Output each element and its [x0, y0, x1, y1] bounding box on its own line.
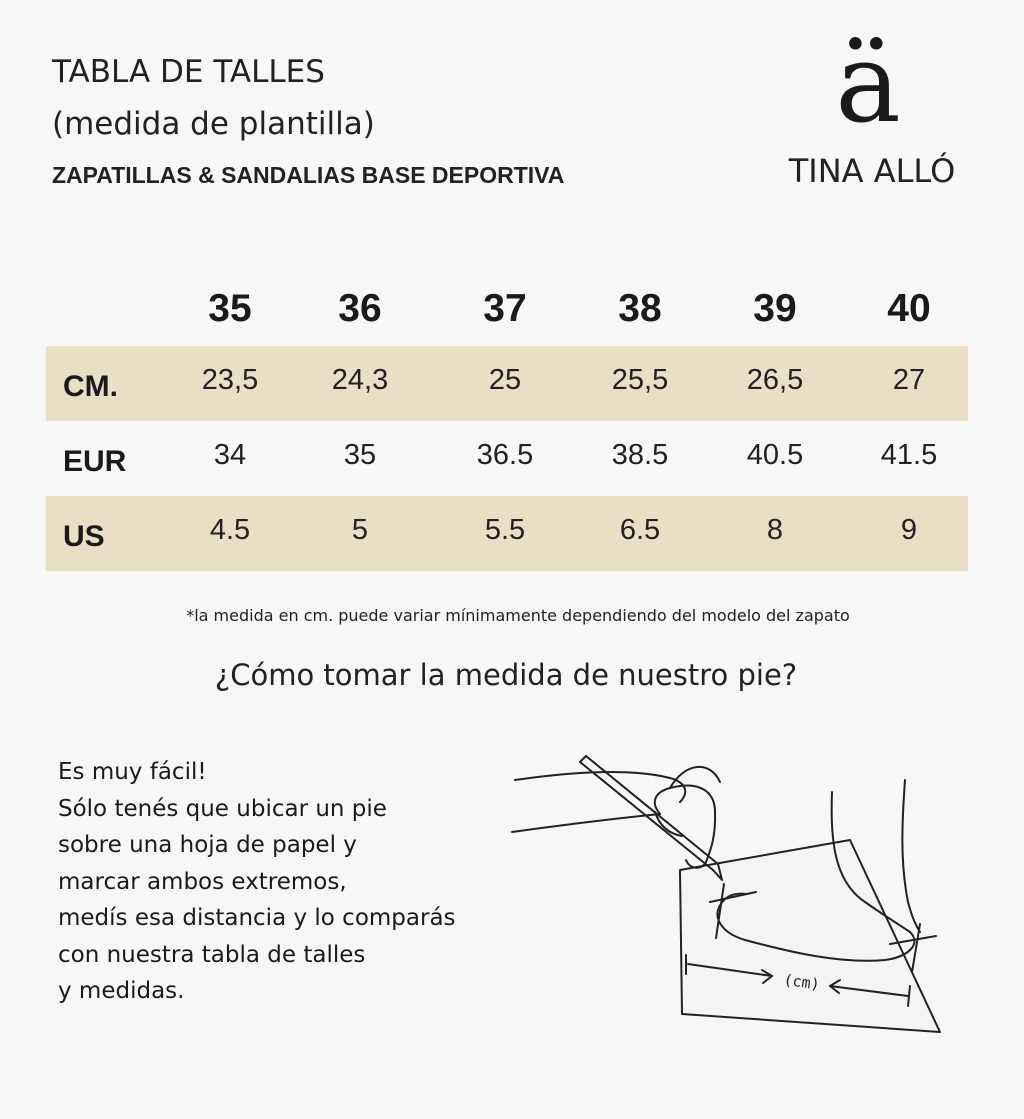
title-line-1: TABLA DE TALLES: [52, 54, 325, 90]
table-cell: 6.5: [619, 514, 661, 546]
table-row-eur: EUR 34 35 36.5 38.5 40.5 41.5: [46, 421, 968, 496]
paper-sheet-icon: [679, 839, 941, 1033]
size-header-cell: 39: [753, 287, 797, 330]
row-label: US: [63, 519, 105, 553]
table-cell: 25: [488, 364, 522, 396]
instruction-line: sobre una hoja de papel y: [58, 832, 357, 858]
table-cell: 24,3: [331, 364, 389, 396]
footnote: *la medida en cm. puede variar mínimamen…: [186, 606, 850, 625]
table-cell: 27: [892, 364, 926, 396]
table-cell: 41.5: [880, 439, 938, 471]
subtitle: ZAPATILLAS & SANDALIAS BASE DEPORTIVA: [52, 162, 565, 188]
logo-glyph: ä: [835, 19, 901, 147]
table-cell: 23,5: [201, 364, 259, 396]
size-header-cell: 36: [338, 287, 382, 330]
table-row-us: US 4.5 5 5.5 6.5 8 9: [46, 496, 968, 571]
table-cell: 8: [766, 514, 784, 546]
pencil-icon: [579, 761, 714, 871]
instruction-line: medís esa distancia y lo comparás: [58, 905, 456, 931]
table-cell: 5.5: [484, 514, 526, 546]
hand-icon: [653, 784, 717, 869]
foot-icon: [716, 791, 916, 962]
table-row-cm: CM. 23,5 24,3 25 25,5 26,5 27: [46, 346, 968, 421]
size-header-cell: 38: [618, 287, 662, 330]
arm-icon: [514, 771, 687, 803]
instruction-line: Sólo tenés que ubicar un pie: [58, 795, 387, 822]
title-line-2: (medida de plantilla): [52, 106, 375, 142]
instruction-line: y medidas.: [58, 978, 185, 1004]
table-cell: 40.5: [746, 439, 804, 471]
instruction-line: Es muy fácil!: [58, 759, 207, 785]
measure-label: (cm): [783, 971, 821, 994]
brand-name: TINA ALLÓ: [788, 152, 956, 190]
table-cell: 34: [213, 439, 247, 471]
size-header-row: 35 36 37 38 39 40: [46, 272, 968, 346]
size-header-cell: 40: [887, 287, 931, 330]
instructions-text: Es muy fácil! Sólo tenés que ubicar un p…: [58, 754, 456, 1010]
table-cell: 26,5: [746, 364, 804, 396]
instruction-line: marcar ambos extremos,: [58, 868, 347, 895]
table-cell: 25,5: [611, 364, 669, 396]
table-cell: 5: [351, 514, 369, 546]
table-cell: 35: [343, 439, 377, 471]
section-heading: ¿Cómo tomar la medida de nuestro pie?: [214, 658, 798, 692]
size-table: 35 36 37 38 39 40 CM. 23,5 24,3 25 25,5 …: [46, 272, 968, 571]
instruction-line: con nuestra tabla de talles: [58, 941, 366, 968]
row-label: EUR: [63, 444, 127, 478]
table-cell: 38.5: [611, 439, 669, 471]
foot-measuring-illustration: (cm): [511, 755, 941, 1033]
row-label: CM.: [63, 369, 118, 403]
size-header-cell: 35: [208, 287, 252, 330]
table-cell: 4.5: [209, 514, 251, 546]
size-header-cell: 37: [483, 287, 527, 330]
table-cell: 9: [900, 514, 918, 546]
table-cell: 36.5: [476, 439, 534, 471]
